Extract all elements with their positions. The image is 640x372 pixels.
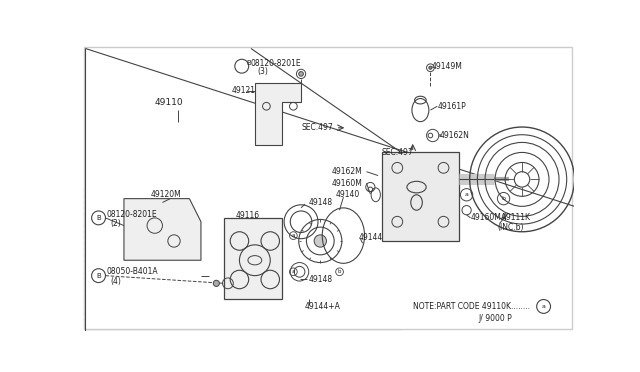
Text: (3): (3) <box>257 67 268 76</box>
Text: B: B <box>246 60 251 66</box>
Text: (4): (4) <box>111 276 122 286</box>
Text: 49162M: 49162M <box>332 167 363 176</box>
Text: 49148: 49148 <box>308 275 333 284</box>
Text: SEC.497: SEC.497 <box>301 123 333 132</box>
Text: NOTE:PART CODE 49110K........: NOTE:PART CODE 49110K........ <box>413 302 530 311</box>
Text: 49111K: 49111K <box>501 214 531 222</box>
Polygon shape <box>124 199 201 260</box>
Text: 08050-B401A: 08050-B401A <box>106 267 158 276</box>
Polygon shape <box>255 83 301 145</box>
Text: 49121: 49121 <box>232 86 256 95</box>
Text: 49120M: 49120M <box>151 190 182 199</box>
Text: 49144+A: 49144+A <box>305 302 340 311</box>
Text: 49162N: 49162N <box>440 131 470 140</box>
Circle shape <box>314 235 326 247</box>
Text: B: B <box>96 215 101 221</box>
Text: 49149M: 49149M <box>432 62 463 71</box>
Text: (2): (2) <box>111 219 122 228</box>
Text: a: a <box>541 304 545 309</box>
Circle shape <box>213 280 220 286</box>
Text: 49160M: 49160M <box>332 179 363 188</box>
Text: 08120-8201E: 08120-8201E <box>250 60 301 68</box>
Text: a: a <box>438 133 442 138</box>
Text: a: a <box>292 233 295 238</box>
Bar <box>224 218 282 299</box>
Text: B: B <box>96 273 101 279</box>
Text: b: b <box>502 196 506 201</box>
Text: 49161P: 49161P <box>437 102 466 111</box>
Text: SEC.497: SEC.497 <box>382 148 413 157</box>
Bar <box>382 153 459 241</box>
Text: 08120-8201E: 08120-8201E <box>106 209 157 218</box>
Circle shape <box>299 71 303 76</box>
Text: 49160MA: 49160MA <box>470 214 507 222</box>
Text: a: a <box>292 269 295 274</box>
Text: 49148: 49148 <box>308 198 333 207</box>
Text: (INC.b): (INC.b) <box>497 222 524 232</box>
Text: J/ 9000 P: J/ 9000 P <box>478 314 512 323</box>
Text: b: b <box>338 269 341 274</box>
Text: 49140: 49140 <box>336 190 360 199</box>
Circle shape <box>429 66 432 69</box>
Text: 49110: 49110 <box>155 98 184 107</box>
Text: 49144: 49144 <box>359 232 383 242</box>
Text: 49116: 49116 <box>236 211 260 220</box>
Text: a: a <box>465 192 468 197</box>
